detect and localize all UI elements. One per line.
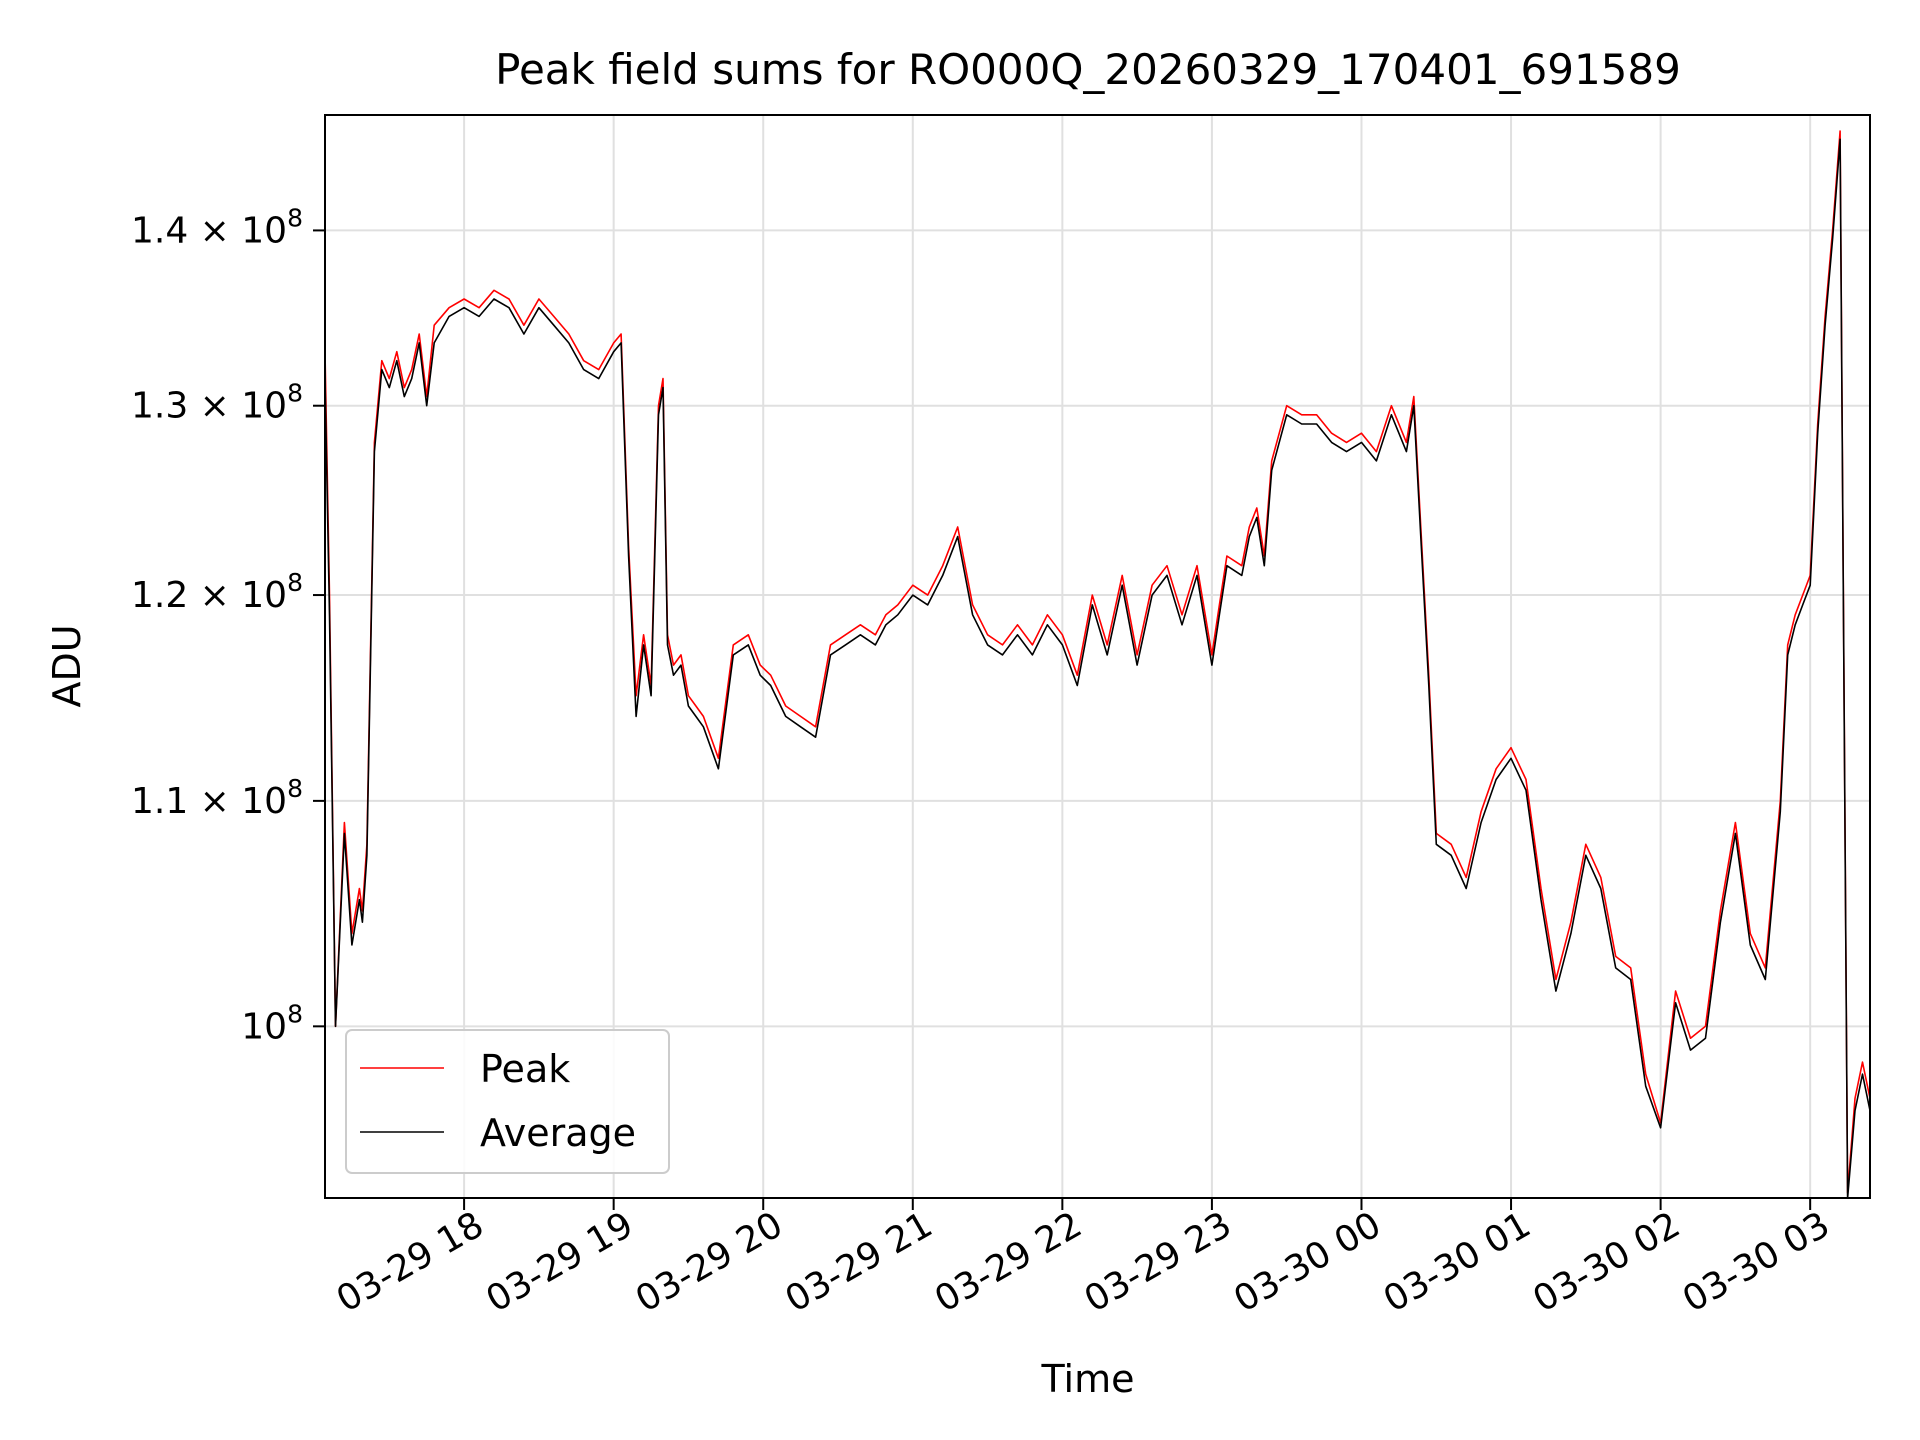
series-layer [324,130,1871,1199]
legend: Peak Average [345,1029,670,1174]
y-tick-label: 1.4 × 108 [131,203,303,251]
legend-box [345,1029,670,1174]
legend-peak-label: Peak [480,1047,570,1091]
y-tick-label: 108 [241,999,303,1047]
y-axis: 108 1.1 × 108 1.2 × 108 1.3 × 108 1.4 × 108 [131,203,325,1047]
x-axis-label: Time [1041,1357,1135,1401]
series-line-peak [324,130,1871,1194]
y-tick-label: 1.2 × 108 [131,568,303,616]
y-tick-label: 1.3 × 108 [131,379,303,427]
legend-average-label: Average [480,1111,636,1155]
grid [325,115,1870,1198]
chart-title: Peak field sums for RO000Q_20260329_1704… [495,45,1681,94]
y-axis-label: ADU [45,624,89,707]
series-line-average [324,138,1871,1199]
y-tick-label: 1.1 × 108 [131,774,303,822]
plot-frame [324,114,1871,1199]
